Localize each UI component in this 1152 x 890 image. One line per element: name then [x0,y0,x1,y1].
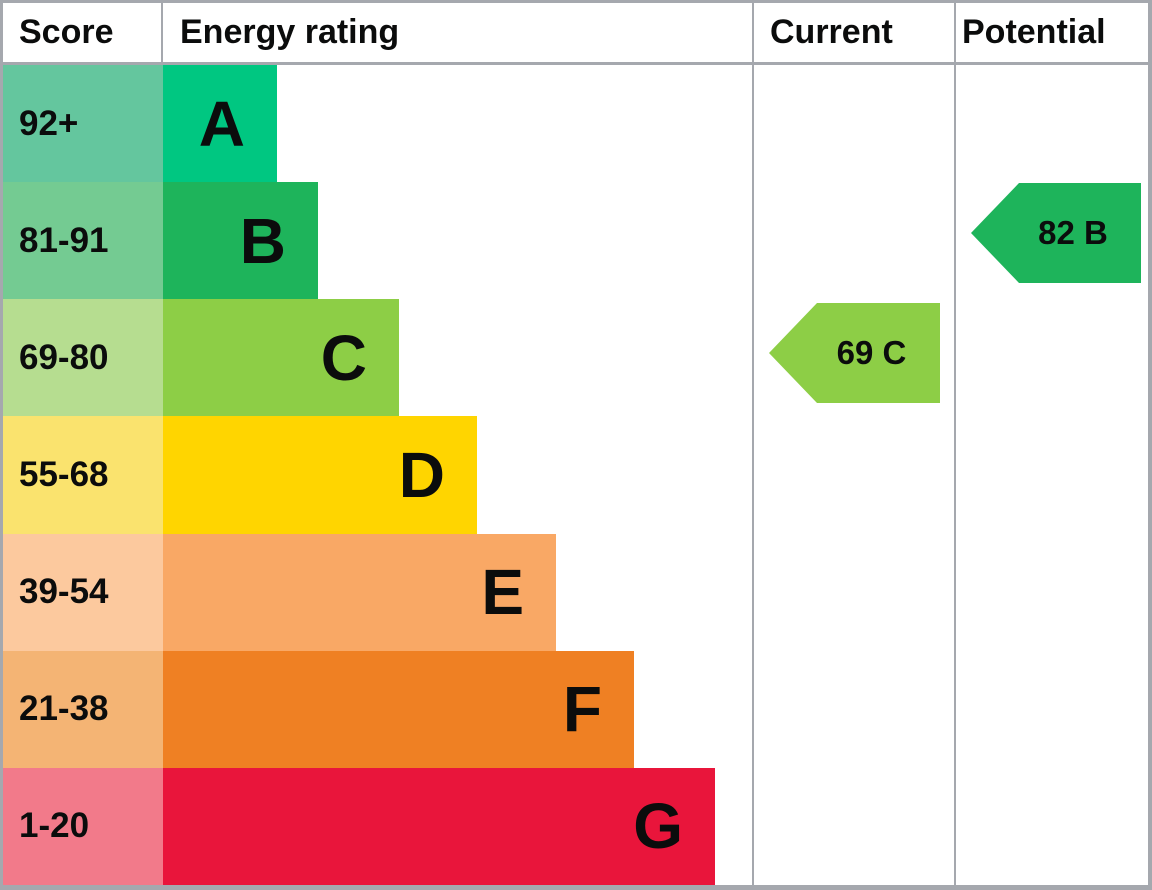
current-column-divider [752,3,754,885]
score-range: 1-20 [19,806,90,846]
band-row: 81-91 B [3,182,1148,300]
band-row: 39-54 E [3,533,1148,651]
score-cell: 21-38 [3,650,163,768]
score-range: 69-80 [19,337,109,377]
band-letter: D [398,438,445,511]
band-row: 21-38 F [3,650,1148,768]
band-bar: G [163,767,715,885]
potential-column-divider [954,3,956,885]
header-current-label: Current [770,13,893,51]
score-range: 92+ [19,103,79,143]
score-cell: 1-20 [3,767,163,885]
score-cell: 69-80 [3,299,163,417]
current-rating-label: 69 C [836,334,907,371]
band-bar: B [163,182,318,300]
band-row: 92+ A [3,65,1148,183]
header-energy-rating-label: Energy rating [180,13,400,51]
band-letter: E [481,556,524,629]
score-range: 39-54 [19,572,109,612]
band-letter: F [562,673,602,746]
band-bar: C [163,299,399,417]
score-cell: 81-91 [3,182,163,300]
score-cell: 55-68 [3,416,163,534]
header-row: Score Energy rating Current Potential [3,3,1148,65]
header-potential-label: Potential [962,13,1106,51]
band-row: 1-20 G [3,767,1148,885]
band-row: 69-80 C [3,299,1148,417]
score-range: 55-68 [19,454,109,494]
band-bar: A [163,65,277,183]
band-letter: A [198,87,245,160]
potential-rating-label: 82 B [1038,214,1108,251]
band-letter: B [239,204,286,277]
header-score-label: Score [3,3,163,62]
score-range: 81-91 [19,220,109,260]
band-bar: F [163,650,634,768]
band-letter: G [633,790,683,863]
band-bar: E [163,533,556,651]
band-row: 55-68 D [3,416,1148,534]
score-cell: 39-54 [3,533,163,651]
score-range: 21-38 [19,689,109,729]
score-cell: 92+ [3,65,163,183]
band-letter: C [320,321,367,394]
band-bar: D [163,416,477,534]
band-rows: 92+ A 81-91 B 69-80 C 55-68 D 39-54 [3,65,1148,885]
